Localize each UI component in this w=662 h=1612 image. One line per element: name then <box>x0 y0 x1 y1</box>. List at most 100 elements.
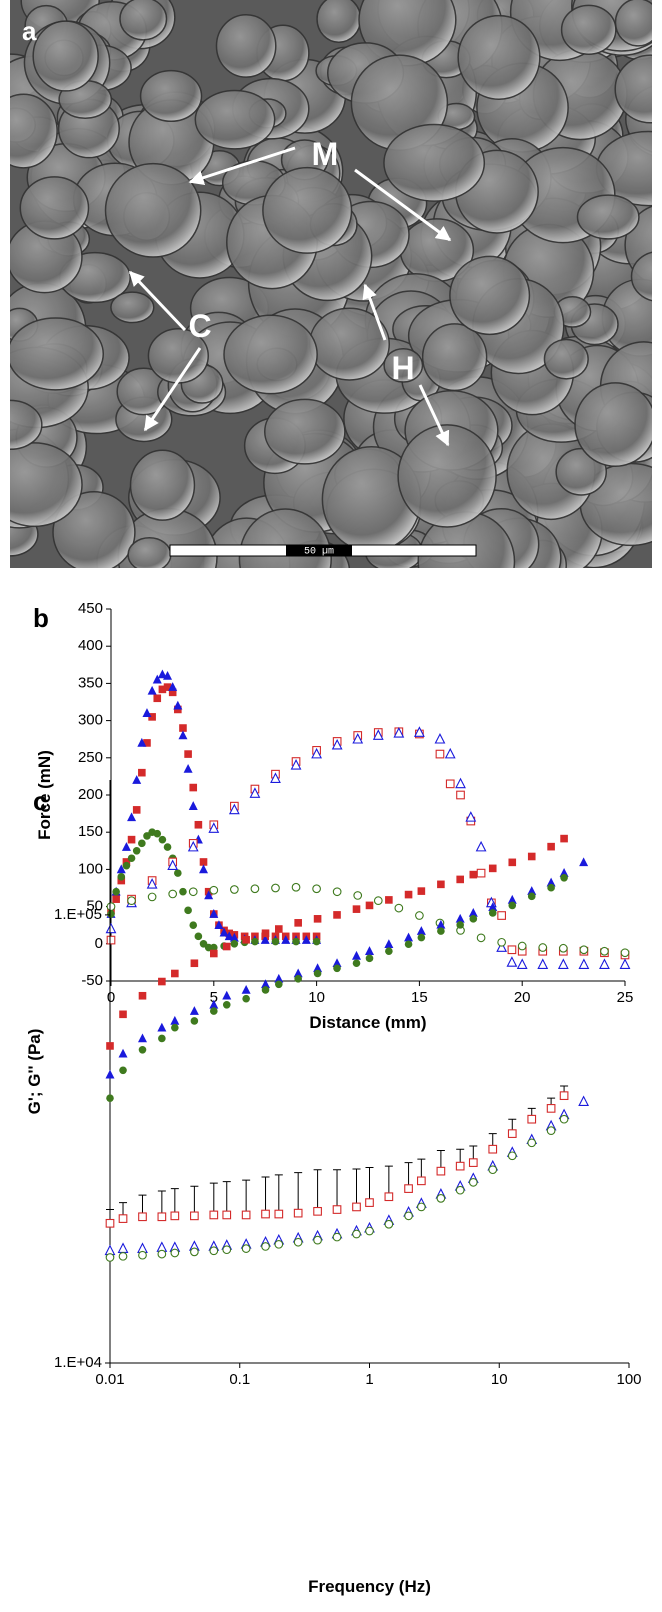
grain <box>630 251 652 302</box>
point <box>404 932 414 942</box>
point <box>313 969 322 978</box>
arrow <box>418 384 450 447</box>
x-tick-label: 10 <box>491 1371 508 1388</box>
point <box>332 887 342 897</box>
point <box>117 873 126 881</box>
y-tick-label: 1.E+05 <box>54 906 102 923</box>
point <box>183 763 193 773</box>
grain <box>194 89 276 150</box>
sem-label: C <box>188 308 211 344</box>
point <box>488 902 498 912</box>
point <box>261 1242 270 1251</box>
point <box>293 1208 303 1218</box>
point <box>488 1144 498 1154</box>
point <box>274 1209 284 1219</box>
point <box>508 901 517 910</box>
point <box>331 738 343 750</box>
panel-label: b <box>33 603 49 633</box>
point <box>352 950 362 960</box>
point <box>558 943 568 953</box>
point <box>384 1192 394 1202</box>
grain <box>543 338 589 380</box>
point <box>106 902 116 911</box>
point <box>132 847 141 855</box>
point <box>469 915 478 923</box>
point <box>394 903 404 913</box>
point <box>365 1226 374 1236</box>
point <box>224 931 234 941</box>
point <box>143 739 151 747</box>
point <box>275 980 283 989</box>
point <box>292 937 300 946</box>
point <box>352 1229 361 1239</box>
point <box>121 842 131 851</box>
point <box>312 937 321 946</box>
grain <box>139 69 203 123</box>
point <box>189 783 198 792</box>
point <box>105 922 117 934</box>
point <box>293 968 303 978</box>
grain <box>52 490 136 568</box>
grain <box>238 508 332 568</box>
point <box>219 927 229 937</box>
x-tick-label: 10 <box>308 989 325 1006</box>
error-bar <box>222 1181 231 1215</box>
point <box>456 790 465 800</box>
point <box>116 864 126 874</box>
point <box>559 868 569 877</box>
x-tick-label: 5 <box>210 989 218 1006</box>
point <box>137 737 147 747</box>
grain <box>127 537 172 568</box>
point <box>517 941 527 951</box>
point <box>214 920 224 929</box>
point <box>417 887 426 895</box>
point <box>417 933 426 942</box>
point <box>142 708 152 717</box>
point <box>384 1219 394 1229</box>
point <box>333 911 341 919</box>
point <box>138 1212 147 1222</box>
point <box>138 1250 147 1260</box>
point <box>274 1239 284 1249</box>
point <box>476 933 486 943</box>
point <box>385 896 393 904</box>
point <box>270 772 281 783</box>
point <box>527 892 536 901</box>
point <box>313 1235 322 1245</box>
point <box>137 1033 147 1043</box>
point <box>127 835 136 844</box>
scale-bar-box <box>286 545 352 556</box>
point <box>384 939 394 949</box>
point <box>311 747 322 759</box>
grain <box>417 511 516 568</box>
point <box>147 685 157 695</box>
point <box>222 942 231 951</box>
point <box>105 1069 115 1079</box>
point <box>168 889 178 899</box>
point <box>560 873 568 882</box>
point <box>163 670 173 680</box>
grain <box>457 14 541 100</box>
y-tick-label: 350 <box>78 674 103 691</box>
point <box>373 896 383 905</box>
point <box>250 884 260 894</box>
arrow <box>188 146 296 185</box>
point <box>527 852 536 861</box>
grain <box>215 13 277 78</box>
point <box>152 674 162 684</box>
y-axis-title: G'; G'' (Pa) <box>25 1029 44 1115</box>
grain <box>223 314 318 395</box>
point <box>208 822 220 833</box>
point <box>199 864 209 874</box>
point <box>352 959 361 968</box>
y-tick-label: 50 <box>86 898 103 915</box>
point <box>332 1205 342 1214</box>
point <box>313 963 323 973</box>
error-bar <box>313 1169 322 1212</box>
y-tick-label: 100 <box>78 860 103 877</box>
point <box>194 820 203 829</box>
point <box>241 1210 251 1220</box>
point <box>365 1198 374 1207</box>
point <box>546 877 556 887</box>
